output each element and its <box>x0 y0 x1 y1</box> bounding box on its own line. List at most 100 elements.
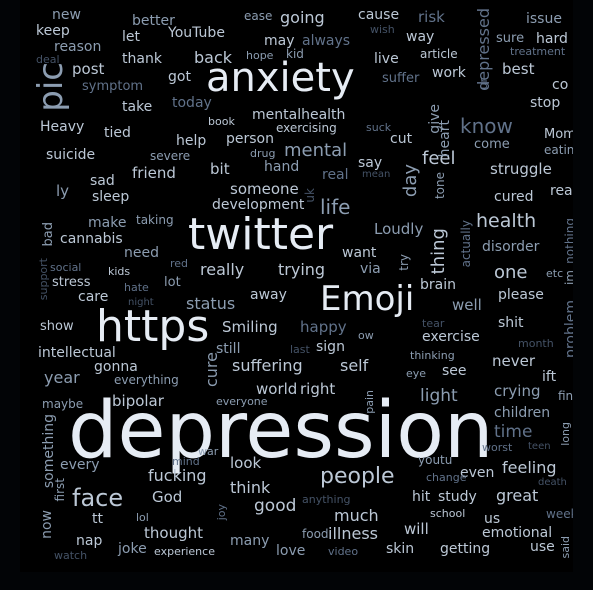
word-ift: ift <box>542 369 557 385</box>
word-twitter: twitter <box>188 209 334 260</box>
word-need: need <box>124 245 159 261</box>
word-change: change <box>426 471 467 484</box>
word-trying: trying <box>278 260 326 279</box>
word-use: use <box>530 539 555 555</box>
word-loudly: Loudly <box>374 220 424 238</box>
word-ow: ow <box>358 329 374 342</box>
word-tear: tear <box>422 317 445 330</box>
word-joke: joke <box>118 541 147 557</box>
word-first: first <box>53 478 67 502</box>
word-day: day <box>400 164 421 198</box>
word-social: social <box>50 261 82 274</box>
word-see: see <box>442 363 467 379</box>
word-etc: etc <box>546 267 564 280</box>
word-teen: teen <box>528 441 551 452</box>
word-people: people <box>320 464 395 489</box>
word-find: find <box>558 389 573 403</box>
word-better: better <box>132 13 175 29</box>
word-mind: mind <box>172 455 200 468</box>
word-support: support <box>37 258 50 301</box>
word-feeling: feeling <box>502 458 557 477</box>
word-someone: someone <box>230 180 299 198</box>
word-shit: shit <box>498 315 524 331</box>
word-post: post <box>72 60 105 78</box>
word-cure: cure <box>202 352 221 388</box>
word-care: care <box>78 289 109 305</box>
word-food: food <box>302 527 329 541</box>
word-person: person <box>226 131 274 147</box>
word-everything: everything <box>114 373 179 387</box>
word-now: now <box>39 510 55 539</box>
word-eye: eye <box>406 367 427 380</box>
word-worst: worst <box>482 441 513 454</box>
word-way: way <box>406 29 435 45</box>
word-new: new <box>52 7 81 23</box>
word-stress: stress <box>52 275 91 290</box>
word-something: something <box>41 414 57 489</box>
word-via: via <box>360 261 381 277</box>
word-red: red <box>170 257 189 270</box>
word-health: health <box>476 210 537 232</box>
word-great: great <box>496 486 539 505</box>
word-cannabis: cannabis <box>60 231 123 247</box>
word-come: come <box>474 137 510 152</box>
word-fucking: fucking <box>148 466 207 485</box>
word-bipolar: bipolar <box>112 392 164 410</box>
word-reason: reason <box>54 39 102 55</box>
word-issue: issue <box>526 11 562 27</box>
word-said: said <box>559 536 572 559</box>
word-thing: thing <box>428 228 449 275</box>
word-night: night <box>128 297 154 308</box>
word-sign: sign <box>316 339 345 355</box>
word-try: try <box>397 254 411 271</box>
word-show: show <box>40 319 74 334</box>
word-even: even <box>460 465 495 481</box>
word-struggle: struggle <box>490 160 552 178</box>
word-joy: joy <box>215 504 228 521</box>
word-make: make <box>88 215 127 231</box>
word-never: never <box>492 352 536 370</box>
word-development: development <box>212 197 305 213</box>
word-actually: actually <box>459 220 473 268</box>
word-back: back <box>194 48 233 67</box>
word-tone: tone <box>433 172 447 200</box>
word-please: please <box>498 287 544 303</box>
word-video: video <box>328 545 359 558</box>
word-symptom: symptom <box>82 79 144 94</box>
word-real: real <box>322 167 349 183</box>
word-always: always <box>302 33 351 49</box>
word-today: today <box>172 95 212 111</box>
word-suffer: suffer <box>382 71 420 86</box>
word-exercising: exercising <box>276 121 337 135</box>
word-cut: cut <box>390 131 413 147</box>
word-take: take <box>122 99 153 115</box>
word-hate: hate <box>124 281 149 294</box>
word-best: best <box>502 60 535 78</box>
word-severe: severe <box>150 149 191 163</box>
word-away: away <box>250 287 287 303</box>
word-depression: depression <box>68 386 494 476</box>
word-crying: crying <box>494 382 541 400</box>
word-think: think <box>230 478 271 497</box>
word-gonna: gonna <box>94 359 138 375</box>
word-suck: suck <box>366 121 392 134</box>
word-ur: ur <box>477 78 490 90</box>
word-god: God <box>152 488 183 506</box>
word-lot: lot <box>164 275 181 290</box>
word-sleep: sleep <box>92 189 130 205</box>
word-suicide: suicide <box>46 147 96 163</box>
word-much: much <box>334 506 379 525</box>
word-pic: pic <box>31 62 71 112</box>
word-sure: sure <box>496 31 525 46</box>
word-nap: nap <box>76 533 103 549</box>
word-bit: bit <box>210 160 230 178</box>
word-war: war <box>198 445 219 458</box>
word-going: going <box>280 8 325 27</box>
word-cloud: depression twitter https anxiety Emoji p… <box>20 0 573 572</box>
word-emoji: Emoji <box>320 279 415 319</box>
word-deal: deal <box>36 53 60 66</box>
word-well: well <box>452 296 482 314</box>
word-hope: hope <box>246 49 274 62</box>
word-getting: getting <box>440 541 491 557</box>
word-children: children <box>494 405 551 421</box>
